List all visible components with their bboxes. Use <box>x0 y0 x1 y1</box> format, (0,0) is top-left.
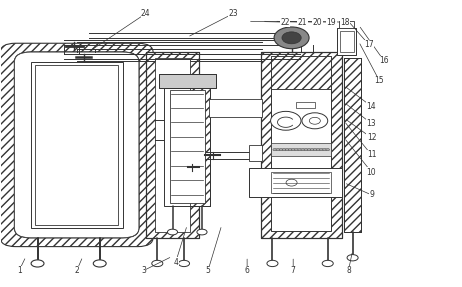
Bar <box>340 31 353 52</box>
Text: 13: 13 <box>367 119 376 128</box>
Bar <box>146 52 199 238</box>
Text: 9: 9 <box>369 190 374 199</box>
Bar <box>344 58 361 232</box>
Text: 19: 19 <box>327 18 336 27</box>
Circle shape <box>309 117 320 124</box>
Text: 10: 10 <box>367 168 376 177</box>
Ellipse shape <box>152 260 163 267</box>
Circle shape <box>273 148 277 151</box>
Circle shape <box>286 148 289 151</box>
Bar <box>261 52 341 238</box>
Circle shape <box>292 148 295 151</box>
Bar <box>271 143 331 156</box>
Text: 14: 14 <box>367 102 376 111</box>
Bar <box>337 28 356 55</box>
Circle shape <box>271 111 301 130</box>
Circle shape <box>323 148 327 151</box>
Circle shape <box>288 148 292 151</box>
Text: 16: 16 <box>379 56 389 65</box>
Text: 21: 21 <box>298 18 307 27</box>
Text: 15: 15 <box>375 76 384 85</box>
Text: 3: 3 <box>141 266 146 275</box>
Text: 20: 20 <box>313 18 322 27</box>
Circle shape <box>326 148 329 151</box>
Circle shape <box>279 148 283 151</box>
Ellipse shape <box>267 260 278 267</box>
Text: 18: 18 <box>340 18 350 27</box>
Bar <box>164 86 210 206</box>
Circle shape <box>310 148 314 151</box>
Bar <box>146 52 199 238</box>
Text: 11: 11 <box>367 150 376 159</box>
Circle shape <box>316 148 320 151</box>
Circle shape <box>320 148 323 151</box>
Circle shape <box>313 148 317 151</box>
Text: 6: 6 <box>245 266 249 275</box>
FancyBboxPatch shape <box>14 52 139 238</box>
Bar <box>297 102 315 108</box>
Circle shape <box>304 148 308 151</box>
Circle shape <box>286 179 297 186</box>
Ellipse shape <box>167 229 177 235</box>
Circle shape <box>282 32 301 44</box>
Ellipse shape <box>93 260 106 267</box>
Bar <box>261 52 341 238</box>
Bar <box>158 73 216 88</box>
Text: 2: 2 <box>74 266 79 275</box>
Circle shape <box>301 148 304 151</box>
FancyBboxPatch shape <box>14 52 139 238</box>
Bar <box>35 65 118 225</box>
Circle shape <box>302 113 328 129</box>
Circle shape <box>295 148 298 151</box>
Bar <box>339 21 354 28</box>
Circle shape <box>274 27 309 49</box>
Bar <box>271 56 331 89</box>
Text: 22: 22 <box>280 18 290 27</box>
Bar <box>158 73 216 88</box>
Ellipse shape <box>197 229 207 235</box>
Ellipse shape <box>347 255 358 261</box>
Ellipse shape <box>31 260 44 267</box>
Text: 12: 12 <box>367 133 376 142</box>
Bar <box>30 62 123 228</box>
Text: 23: 23 <box>229 9 238 18</box>
Bar <box>337 28 356 55</box>
Bar <box>249 168 341 197</box>
Bar <box>155 58 189 232</box>
Bar <box>164 86 210 206</box>
Bar <box>249 145 262 161</box>
Bar <box>209 99 262 117</box>
Bar <box>344 58 361 232</box>
Text: 17: 17 <box>365 40 374 49</box>
Bar <box>271 56 331 89</box>
Text: 8: 8 <box>346 266 351 275</box>
Text: 1: 1 <box>17 266 22 275</box>
Text: 5: 5 <box>206 266 210 275</box>
Ellipse shape <box>322 260 333 267</box>
Circle shape <box>282 148 286 151</box>
Bar <box>271 58 331 232</box>
Bar <box>170 90 205 203</box>
Text: 4: 4 <box>173 257 178 267</box>
Bar <box>271 172 331 193</box>
Circle shape <box>307 148 311 151</box>
Ellipse shape <box>178 260 189 267</box>
Circle shape <box>276 148 280 151</box>
Bar <box>249 168 341 197</box>
Text: 7: 7 <box>291 266 296 275</box>
Text: 24: 24 <box>141 9 151 18</box>
Circle shape <box>298 148 302 151</box>
